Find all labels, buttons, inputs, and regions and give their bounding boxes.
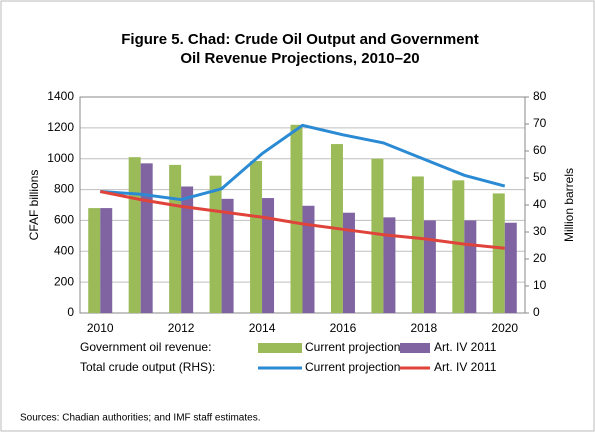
bar xyxy=(342,212,355,313)
y2-tick-label: 60 xyxy=(533,143,547,157)
x-tick-label: 2018 xyxy=(411,321,438,335)
legend-label: Current projection xyxy=(305,340,400,354)
bar xyxy=(492,193,505,313)
y2-tick-label: 20 xyxy=(533,251,547,265)
bar xyxy=(302,205,315,313)
bar xyxy=(140,163,153,313)
bar xyxy=(452,180,465,313)
y2-tick-label: 80 xyxy=(533,89,547,103)
bar xyxy=(262,198,275,313)
bar xyxy=(169,164,182,313)
x-tick-label: 2010 xyxy=(87,321,114,335)
bar xyxy=(100,208,113,313)
y2-tick-label: 30 xyxy=(533,224,547,238)
legend-group-label: Government oil revenue: xyxy=(80,340,211,354)
y-tick-label: 200 xyxy=(54,274,74,288)
bar xyxy=(383,217,396,313)
bar xyxy=(209,175,222,313)
bar xyxy=(411,176,424,313)
bar xyxy=(88,208,101,313)
bar xyxy=(371,158,384,313)
bar xyxy=(221,198,234,313)
y2-tick-label: 50 xyxy=(533,170,547,184)
legend-label: Art. IV 2011 xyxy=(434,340,497,354)
legend-swatch xyxy=(400,343,430,353)
y2-tick-label: 10 xyxy=(533,278,547,292)
bar xyxy=(504,222,517,313)
x-tick-label: 2016 xyxy=(330,321,357,335)
legend-group-label: Total crude output (RHS): xyxy=(80,360,215,374)
bar xyxy=(464,220,477,313)
source: Sources: Chadian authorities; and IMF st… xyxy=(20,413,261,424)
y-tick-label: 600 xyxy=(54,213,74,227)
chart-title: Oil Revenue Projections, 2010–20 xyxy=(180,50,419,67)
chart-title: Figure 5. Chad: Crude Oil Output and Gov… xyxy=(121,31,479,48)
bar xyxy=(290,124,303,314)
bar xyxy=(128,157,141,313)
legend-label: Current projection xyxy=(305,360,400,374)
bar xyxy=(423,220,436,313)
y-tick-label: 1400 xyxy=(47,89,74,103)
line xyxy=(100,123,506,202)
y-tick-label: 400 xyxy=(54,243,74,257)
y2-tick-label: 0 xyxy=(533,305,540,319)
bar xyxy=(181,186,194,313)
y-tick-label: 0 xyxy=(67,305,74,319)
y-axis-label: CFAF billions xyxy=(27,170,41,241)
x-tick-label: 2012 xyxy=(168,321,195,335)
y-tick-label: 1000 xyxy=(47,151,74,165)
legend-swatch xyxy=(258,343,302,353)
y2-tick-label: 40 xyxy=(533,197,547,211)
x-tick-label: 2014 xyxy=(249,321,276,335)
legend-label: Art. IV 2011 xyxy=(434,360,497,374)
line xyxy=(99,190,505,250)
bar xyxy=(250,161,263,313)
y-tick-label: 800 xyxy=(54,182,74,196)
y2-axis-label: Million barrels xyxy=(562,168,576,242)
x-tick-label: 2020 xyxy=(491,321,518,335)
y-tick-label: 1200 xyxy=(47,120,74,134)
y2-tick-label: 70 xyxy=(533,116,547,130)
